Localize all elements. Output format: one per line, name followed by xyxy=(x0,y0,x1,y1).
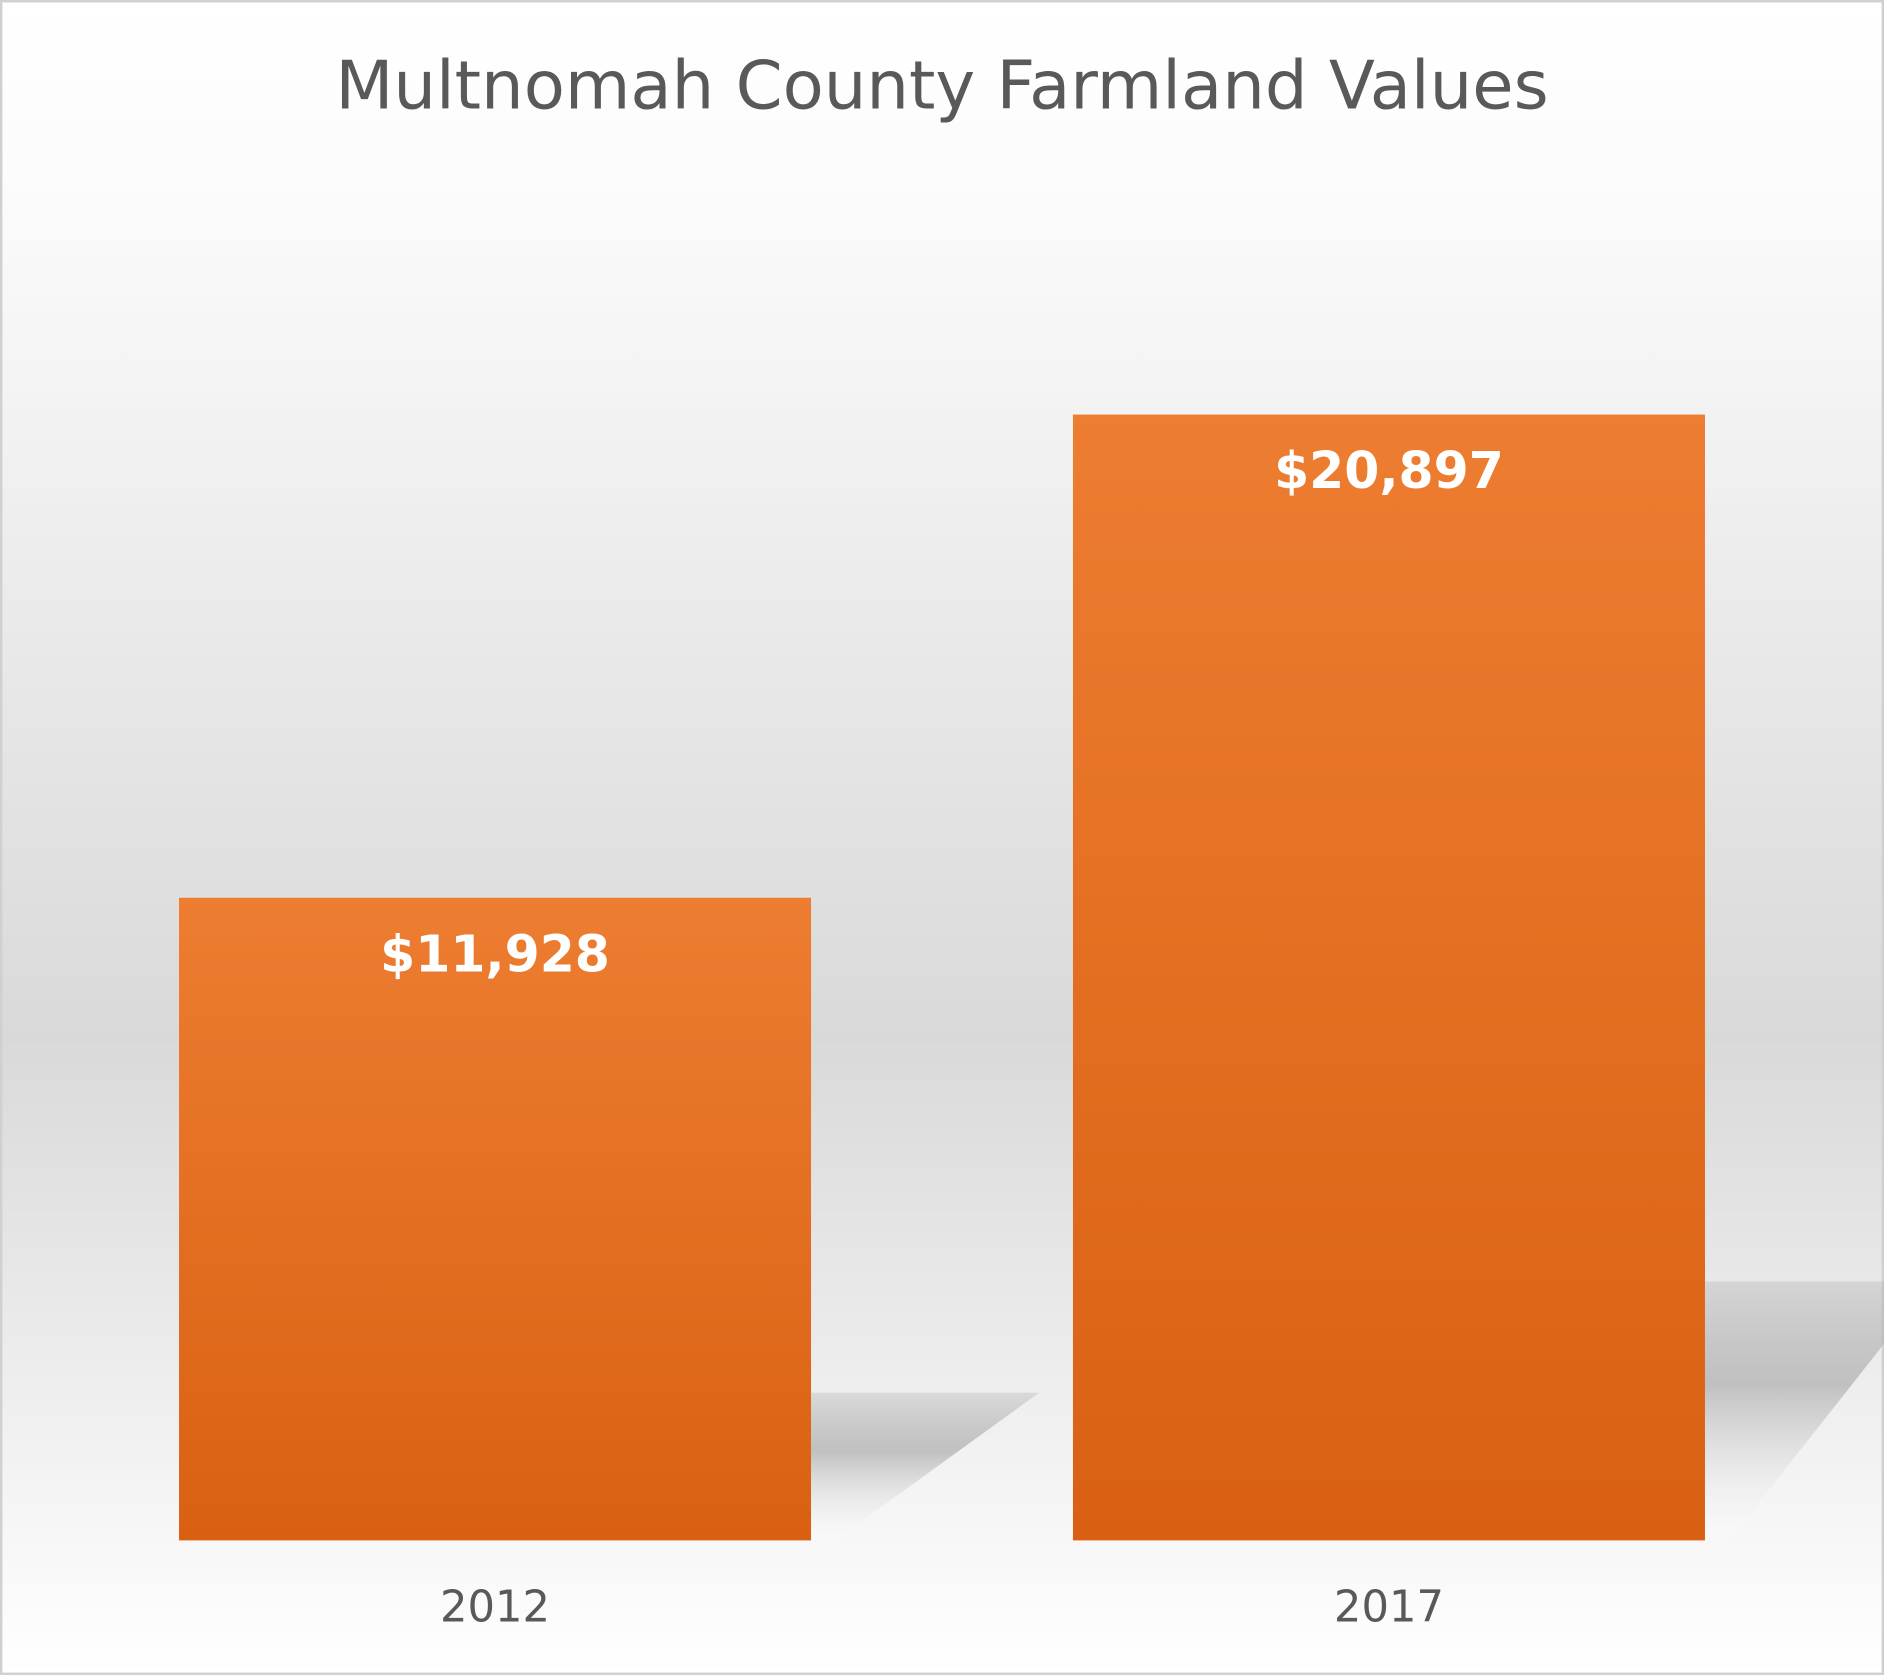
x-tick-label: 2012 xyxy=(440,1583,550,1633)
bar xyxy=(1072,414,1705,1541)
data-label: $20,897 xyxy=(1274,441,1504,500)
x-tick-label: 2017 xyxy=(1334,1583,1444,1633)
bar xyxy=(179,897,812,1541)
bar-shadow xyxy=(811,1392,1040,1541)
chart-title: Multnomah County Farmland Values xyxy=(335,47,1548,125)
plot-area xyxy=(179,414,1705,1541)
bar-shadow xyxy=(1704,1281,1884,1541)
bar-shadows xyxy=(811,1281,1884,1541)
data-label: $11,928 xyxy=(380,924,610,983)
